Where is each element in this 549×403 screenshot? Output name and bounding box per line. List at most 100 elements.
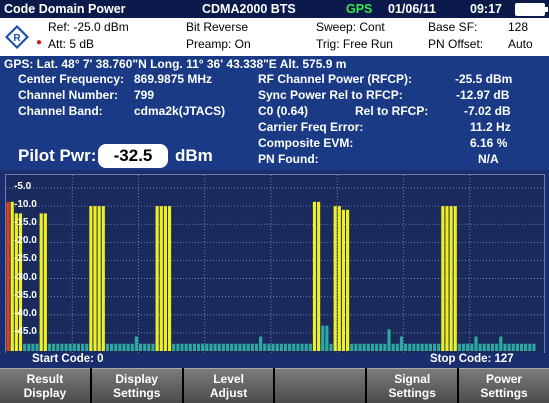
y-tick-label: -20.0 [14,235,37,247]
noise-bar [486,343,490,351]
inactive-code-bar [399,336,403,351]
noise-bar [532,343,536,351]
active-code-bar [101,206,105,351]
noise-bar [217,343,221,351]
noise-bar [72,343,76,351]
noise-bar [143,343,147,351]
noise-bar [528,343,532,351]
y-tick-label: -25.0 [14,253,37,265]
pilot-power-unit: dBm [175,146,213,165]
active-code-bar [453,206,457,351]
noise-bar [358,343,362,351]
bit-reverse[interactable]: Bit Reverse [186,20,249,34]
active-code-bar [333,206,337,351]
noise-bar [296,343,300,351]
y-tick-label: -15.0 [14,217,37,229]
y-tick-label: -10.0 [14,199,37,211]
y-tick-label: -30.0 [14,271,37,283]
softkey-3[interactable]: Level Adjust [183,368,274,403]
noise-bar [524,343,528,351]
noise-bar [263,343,267,351]
noise-bar [383,343,387,351]
noise-bar [31,343,35,351]
noise-bar [362,343,366,351]
noise-bar [283,343,288,351]
sync-power-label: Sync Power Rel to RFCP: [258,88,403,102]
noise-bar [300,343,304,351]
noise-bar [176,343,180,351]
active-code-bar [441,206,445,351]
center-frequency-value: 869.9875 MHz [134,72,213,86]
noise-bar [490,343,495,351]
rohde-schwarz-logo-icon: R [5,25,29,49]
result-summary-panel: GPS: Lat. 48° 7' 38.760"N Long. 11° 36' … [0,56,549,170]
noise-bar [85,343,89,351]
softkey-label: Settings [388,386,436,400]
noise-bar [507,343,511,351]
c0-rel-value: -7.02 dB [464,104,511,118]
noise-bar [466,343,470,351]
base-sf-value[interactable]: 128 [508,20,529,34]
noise-bar [180,343,184,351]
noise-bar [350,343,354,351]
trigger-mode[interactable]: Trig: Free Run [316,37,393,51]
channel-number-value: 799 [134,88,155,102]
noise-bar [130,343,134,351]
noise-bar [292,343,296,351]
composite-evm-value: 6.16 % [470,136,508,150]
inactive-code-bar [321,325,325,351]
noise-bar [64,343,68,351]
noise-bar [519,343,524,351]
code-domain-plot[interactable]: -5.0 -10.0 -15.0 -20.0 -25.0 -30.0 -35.0 -40.0 -… [5,174,545,354]
c0-label: C0 (0.64) [258,104,309,118]
softkey-6[interactable]: Power Settings [459,368,549,403]
pn-offset-value[interactable]: Auto [508,37,533,51]
noise-bar [122,343,126,351]
active-code-bar [18,213,23,351]
active-code-bar [341,209,346,351]
code-domain-chart [6,175,544,353]
noise-bar [461,343,466,351]
sweep-mode[interactable]: Sweep: Cont [316,20,385,34]
noise-bar [27,343,31,351]
time-label: 09:17 [470,2,502,16]
inactive-code-bar [325,325,329,351]
noise-bar [221,343,225,351]
noise-bar [139,343,143,351]
carrier-error-value: 11.2 Hz [470,120,511,134]
preamp[interactable]: Preamp: On [186,37,251,51]
battery-icon [515,3,548,16]
svg-text:R: R [13,33,21,44]
noise-bar [52,343,56,351]
softkey-1[interactable]: Result Display [0,368,90,403]
noise-bar [35,343,39,351]
softkey-4[interactable] [275,368,366,403]
noise-bar [424,343,428,351]
softkey-2[interactable]: Display Settings [91,368,182,403]
standard-label: CDMA2000 BTS [202,2,296,16]
active-code-bar [163,206,167,351]
pn-found-value: N/A [478,152,499,166]
channel-band-value: cdma2k(JTACS) [134,104,226,118]
softkey-label: Settings [113,386,161,400]
noise-bar [151,343,155,351]
noise-bar [412,343,416,351]
active-code-bar [97,206,101,351]
noise-bar [68,343,72,351]
ref-level[interactable]: Ref: -25.0 dBm [48,20,129,34]
noise-bar [188,343,192,351]
attenuation[interactable]: Att: 5 dB [48,37,95,51]
active-code-bar [346,209,350,351]
softkey-label: Adjust [209,386,248,400]
noise-bar [304,343,308,351]
carrier-error-label: Carrier Freq Error: [258,120,364,134]
title-bar: Code Domain Power CDMA2000 BTS GPS 01/06… [0,0,549,18]
rfcp-label: RF Channel Power (RFCP): [258,72,413,86]
noise-bar [288,343,292,351]
softkey-5[interactable]: Signal Settings [367,368,458,403]
active-code-bar [14,213,18,351]
noise-bar [308,343,312,351]
inactive-code-bar [387,329,391,351]
y-tick-label: -5.0 [14,181,32,193]
